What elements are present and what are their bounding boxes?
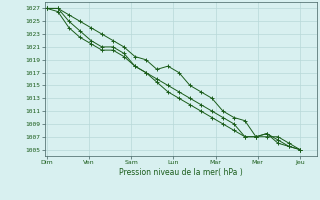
X-axis label: Pression niveau de la mer( hPa ): Pression niveau de la mer( hPa ) <box>119 168 243 177</box>
